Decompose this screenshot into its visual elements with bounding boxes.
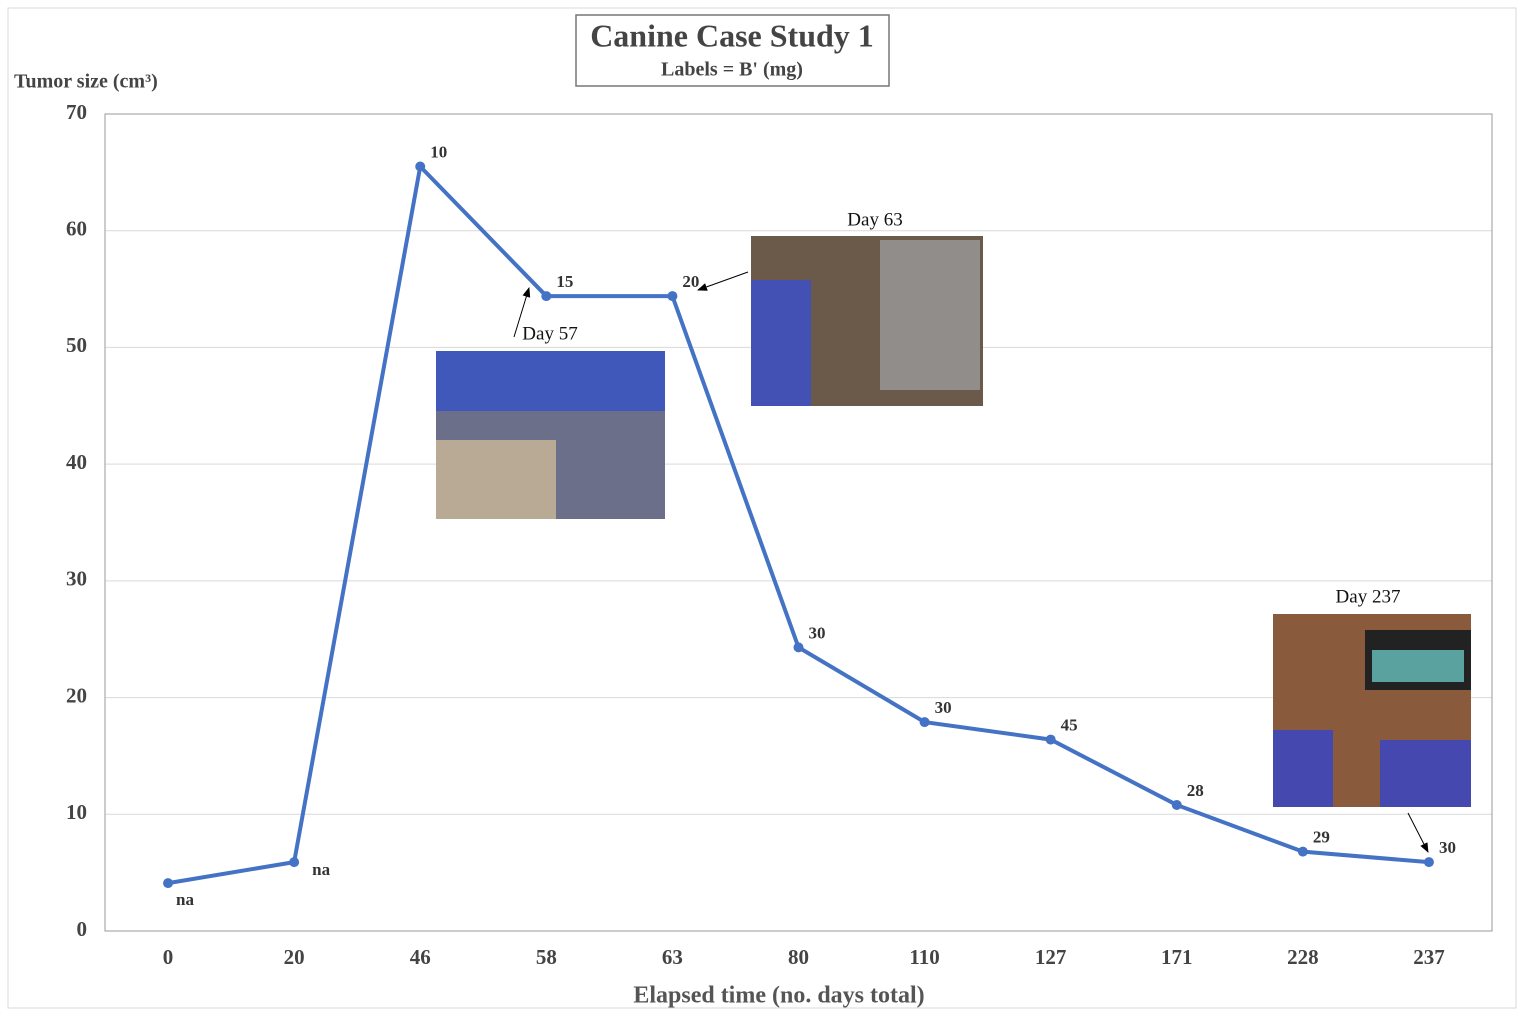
- point: [920, 717, 930, 727]
- arrow: [698, 272, 748, 290]
- y-tick-label: 60: [66, 217, 87, 241]
- x-tick-label: 237: [1413, 945, 1445, 969]
- point: [163, 878, 173, 888]
- y-tick-label: 20: [66, 683, 87, 707]
- point-label: 15: [556, 272, 573, 291]
- x-tick-label: 58: [536, 945, 557, 969]
- point-label: na: [176, 890, 194, 909]
- point: [667, 291, 677, 301]
- point-label: na: [312, 860, 330, 879]
- point: [1046, 735, 1056, 745]
- point-label: 45: [1061, 715, 1078, 734]
- x-tick-label: 80: [788, 945, 809, 969]
- y-tick-label: 70: [66, 100, 87, 124]
- point-label: 10: [430, 142, 447, 161]
- y-tick-label: 30: [66, 567, 87, 591]
- y-axis-label: Tumor size (cm³): [14, 71, 158, 93]
- y-tick-label: 50: [66, 333, 87, 357]
- point-label: 30: [935, 698, 952, 717]
- frame: [8, 8, 1516, 1008]
- point-label: 30: [1439, 838, 1456, 857]
- x-axis-label: Elapsed time (no. days total): [633, 983, 924, 1009]
- annotation: Day 57: [522, 323, 577, 344]
- chart-subtitle: Labels = B' (mg): [661, 59, 803, 81]
- point-label: 30: [809, 623, 826, 642]
- point: [289, 857, 299, 867]
- annotation: Day 63: [847, 209, 902, 230]
- y-tick-label: 0: [77, 917, 88, 941]
- chart-title: Canine Case Study 1: [590, 17, 874, 53]
- point: [415, 162, 425, 172]
- photo: [436, 351, 665, 519]
- y-tick-label: 10: [66, 800, 87, 824]
- arrow: [1408, 813, 1428, 852]
- photo: [751, 236, 983, 406]
- x-tick-label: 0: [163, 945, 174, 969]
- point-label: 28: [1187, 781, 1204, 800]
- x-tick-label: 228: [1287, 945, 1319, 969]
- x-tick-label: 46: [410, 945, 431, 969]
- point: [541, 291, 551, 301]
- point: [1298, 847, 1308, 857]
- point: [794, 642, 804, 652]
- x-tick-label: 171: [1161, 945, 1193, 969]
- x-tick-label: 110: [909, 945, 939, 969]
- annotation: Day 237: [1336, 586, 1401, 607]
- y-tick-label: 40: [66, 450, 87, 474]
- photo: [1273, 614, 1471, 807]
- point: [1172, 800, 1182, 810]
- point: [1424, 857, 1434, 867]
- x-tick-label: 127: [1035, 945, 1067, 969]
- x-tick-label: 20: [284, 945, 305, 969]
- point-label: 20: [682, 272, 699, 291]
- chart: Canine Case Study 1 Labels = B' (mg) Tum…: [0, 0, 1524, 1014]
- x-tick-label: 63: [662, 945, 683, 969]
- point-label: 29: [1313, 828, 1330, 847]
